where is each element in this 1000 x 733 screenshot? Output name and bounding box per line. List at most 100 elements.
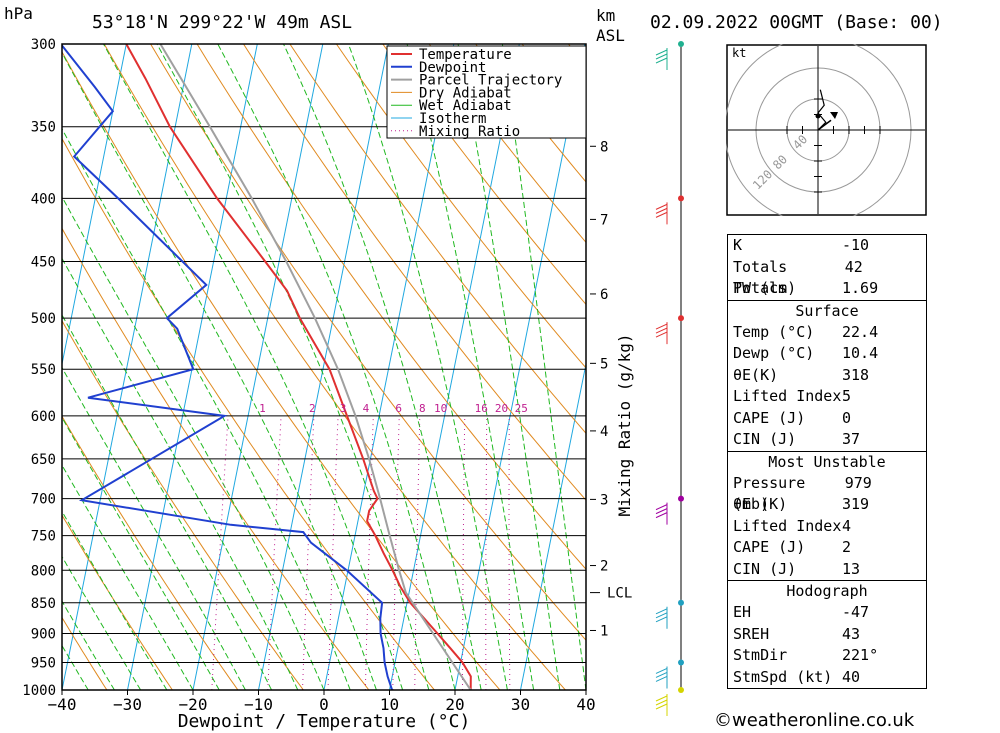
pressure-label-750: 750 bbox=[31, 529, 56, 545]
most-unstable-row-4-label: CIN (J) bbox=[733, 559, 797, 578]
most-unstable-row-4-value: 13 bbox=[842, 559, 861, 578]
isotherm--50 bbox=[62, 44, 127, 367]
hodograph-row-3-value: 40 bbox=[842, 667, 861, 686]
surface-row-1-value: 10.4 bbox=[842, 344, 879, 362]
wet-adiabat-40 bbox=[501, 44, 586, 690]
hodograph-point bbox=[815, 113, 821, 119]
storm-motion-vector bbox=[817, 119, 832, 131]
lcl-label: LCL bbox=[607, 586, 632, 602]
mixing-ratio-label-20: 20 bbox=[495, 402, 508, 415]
sounding-series bbox=[62, 44, 472, 690]
mixing-ratio-label-4: 4 bbox=[363, 402, 370, 415]
most-unstable-row-1-value: 319 bbox=[842, 495, 870, 513]
wind-barb-flag-400-2 bbox=[655, 211, 668, 218]
wind-profile bbox=[655, 41, 684, 716]
km-label-5: 5 bbox=[600, 356, 608, 372]
most-unstable-row-3-value: 2 bbox=[842, 538, 852, 556]
surface-row-2-label: θE(K) bbox=[733, 365, 779, 384]
surface-row-0-label: Temp (°C) bbox=[733, 322, 815, 341]
series-parcel-trajectory bbox=[159, 44, 472, 690]
mixing-ratio-line-25 bbox=[508, 415, 511, 690]
most-unstable-row-3-label: CAPE (J) bbox=[733, 538, 806, 556]
general-row-2-value: 1.69 bbox=[842, 279, 879, 297]
pressure-label-1000: 1000 bbox=[22, 683, 56, 699]
legend-box bbox=[386, 45, 587, 139]
most-unstable-row-1-label: θE (K) bbox=[733, 495, 788, 513]
mixing-ratio-label-3: 3 bbox=[340, 402, 347, 415]
dry-adiabat-440 bbox=[708, 44, 720, 690]
dry-adiabat-340 bbox=[243, 44, 586, 501]
wind-barb-flag-700-2 bbox=[655, 512, 668, 519]
wind-barb-flag-850-2 bbox=[655, 616, 668, 623]
legend-label-dewpoint: Dewpoint bbox=[419, 60, 486, 76]
mixing-ratio-line-1 bbox=[211, 415, 229, 690]
wet-adiabat--24 bbox=[62, 510, 168, 690]
x-tick-label--30: −30 bbox=[113, 695, 142, 714]
dry-adiabat-350 bbox=[289, 44, 586, 435]
pressure-label-450: 450 bbox=[31, 255, 56, 271]
x-tick-label-30: 30 bbox=[511, 695, 530, 714]
wind-barb-flag-950-2 bbox=[655, 676, 668, 682]
hodograph-row-1-value: 43 bbox=[842, 624, 861, 643]
surface-row-5: CIN (J) 37 bbox=[728, 429, 926, 451]
hodograph-row-3: StmSpd (kt) 40 bbox=[728, 667, 926, 689]
hodograph-row-2-value: 221° bbox=[842, 646, 879, 664]
general-row-0-value: -10 bbox=[842, 236, 870, 254]
general-row-2: PW (cm) 1.69 bbox=[728, 278, 926, 300]
most-unstable-row-2-label: Lifted Index bbox=[733, 516, 842, 535]
surface-indices: Surface Temp (°C) 22.4 Dewp (°C) 10.4 θE(K) 31… bbox=[727, 300, 927, 452]
surface-row-2: θE(K) 318 bbox=[728, 365, 926, 387]
km-label-8: 8 bbox=[600, 139, 608, 155]
legend-label-dry-adiabat: Dry Adiabat bbox=[419, 85, 512, 101]
plot-frame bbox=[61, 43, 587, 691]
wind-barb-flag-400-1 bbox=[655, 207, 668, 214]
surface-row-3-value: 5 bbox=[842, 387, 852, 405]
legend-label-wet-adiabat: Wet Adiabat bbox=[419, 98, 512, 114]
hodograph-title: Hodograph bbox=[786, 582, 868, 600]
wet-adiabat--28 bbox=[62, 555, 142, 690]
surface-row-1: Dewp (°C) 10.4 bbox=[728, 343, 926, 365]
indices-panel: K -10 Totals Totals 42 PW (cm) 1.69 Surface Te… bbox=[727, 234, 927, 689]
general-row-2-label: PW (cm) bbox=[733, 279, 797, 297]
hodograph-row-1: SREH 43 bbox=[728, 624, 926, 646]
pressure-label-700: 700 bbox=[31, 492, 56, 508]
wet-adiabat-12 bbox=[103, 44, 404, 690]
wet-adiabat--32 bbox=[62, 600, 115, 690]
pressure-label-500: 500 bbox=[31, 311, 56, 327]
hodograph-row-0-value: -47 bbox=[842, 603, 870, 621]
x-tick-label-10: 10 bbox=[380, 695, 399, 714]
storm-motion-arrowhead bbox=[830, 112, 838, 119]
wet-adiabat-24 bbox=[283, 44, 482, 690]
wind-barb-flag-700-0 bbox=[655, 504, 668, 511]
asl-label: ASL bbox=[596, 26, 625, 45]
most-unstable-row-1: θE (K) 319 bbox=[728, 494, 926, 516]
legend-label-isotherm: Isotherm bbox=[419, 111, 486, 127]
wet-adiabat--20 bbox=[62, 464, 194, 690]
wind-barb-flag-500-2 bbox=[655, 331, 668, 338]
credit-text: ©weatheronline.co.uk bbox=[714, 710, 915, 731]
surface-row-0: Temp (°C) 22.4 bbox=[728, 322, 926, 344]
mixing-ratio-label-6: 6 bbox=[395, 402, 402, 415]
mixing-ratio-line-2 bbox=[267, 415, 282, 690]
most-unstable-title: Most Unstable bbox=[768, 452, 886, 471]
pressure-label-900: 900 bbox=[31, 626, 56, 642]
surface-row-0-value: 22.4 bbox=[842, 322, 879, 341]
hodograph-row-0-label: EH bbox=[733, 603, 752, 621]
hodograph-row-0: EH -47 bbox=[728, 602, 926, 624]
general-row-0-label: K bbox=[733, 236, 743, 254]
surface-row-4-label: CAPE (J) bbox=[733, 408, 806, 427]
most-unstable-row-0-value: 979 bbox=[844, 473, 872, 492]
x-axis-label: Dewpoint / Temperature (°C) bbox=[178, 711, 471, 732]
hodograph-trace bbox=[817, 89, 827, 131]
mixing-ratio-label-1: 1 bbox=[259, 402, 266, 415]
series-dewpoint bbox=[62, 44, 394, 690]
mixing-ratio-label-8: 8 bbox=[419, 402, 426, 415]
wind-barb-flag-300-0 bbox=[655, 49, 668, 56]
pressure-label-850: 850 bbox=[31, 596, 56, 612]
x-tick-label-40: 40 bbox=[576, 695, 595, 714]
chart-axes bbox=[61, 43, 600, 695]
wind-barb-flag-1000-1 bbox=[655, 699, 668, 706]
surface-row-5-value: 37 bbox=[842, 430, 861, 448]
wind-dot-300 bbox=[678, 41, 684, 47]
